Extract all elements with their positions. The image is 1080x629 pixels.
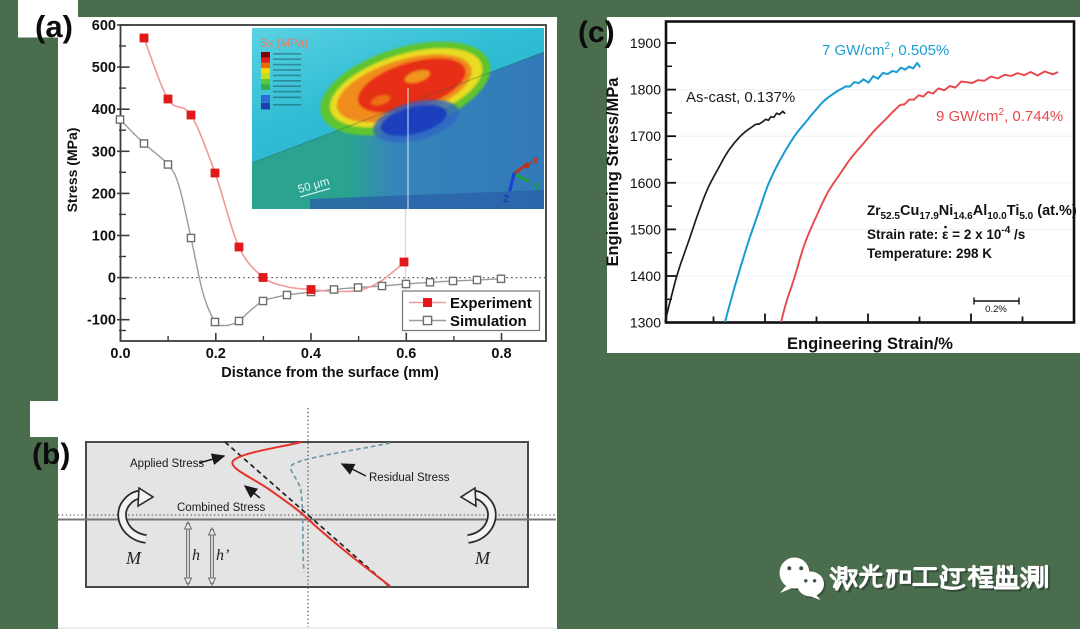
svg-text:Stress (MPa): Stress (MPa) <box>64 128 80 213</box>
svg-text:0: 0 <box>108 271 116 287</box>
svg-text:Sx (MPa): Sx (MPa) <box>260 38 308 50</box>
svg-text:0.8: 0.8 <box>491 346 511 362</box>
svg-text:1500: 1500 <box>630 221 661 237</box>
svg-text:Strain rate: ε = 2 x 10-4 /s: Strain rate: ε = 2 x 10-4 /s <box>867 225 1025 242</box>
svg-text:Temperature: 298 K: Temperature: 298 K <box>867 246 992 261</box>
svg-text:7 GW/cm2, 0.505%: 7 GW/cm2, 0.505% <box>822 41 949 59</box>
svg-text:h’: h’ <box>216 547 229 564</box>
svg-text:1600: 1600 <box>630 175 661 191</box>
svg-text:600: 600 <box>92 18 116 34</box>
svg-text:0.0: 0.0 <box>110 346 130 362</box>
svg-text:Combined Stress: Combined Stress <box>177 502 265 514</box>
svg-text:Distance from the surface (mm): Distance from the surface (mm) <box>221 365 439 381</box>
svg-text:Y: Y <box>533 182 540 193</box>
svg-text:M: M <box>125 548 142 568</box>
svg-text:Experiment: Experiment <box>450 295 532 312</box>
svg-text:(b): (b) <box>32 438 70 471</box>
svg-text:0.2%: 0.2% <box>985 304 1007 315</box>
svg-text:400: 400 <box>92 102 116 118</box>
svg-text:Simulation: Simulation <box>450 313 527 330</box>
svg-text:200: 200 <box>92 186 116 202</box>
svg-text:1900: 1900 <box>630 35 661 51</box>
svg-text:9 GW/cm2, 0.744%: 9 GW/cm2, 0.744% <box>936 107 1063 125</box>
svg-text:100: 100 <box>92 229 116 245</box>
svg-text:500: 500 <box>92 60 116 76</box>
svg-text:Engineering Stress/MPa: Engineering Stress/MPa <box>604 77 622 267</box>
svg-text:0.6: 0.6 <box>396 346 416 362</box>
svg-text:As-cast, 0.137%: As-cast, 0.137% <box>686 89 795 106</box>
svg-text:Z: Z <box>503 194 509 205</box>
svg-text:1400: 1400 <box>630 268 661 284</box>
svg-text:M: M <box>474 548 491 568</box>
svg-text:h: h <box>192 547 200 564</box>
svg-text:Residual Stress: Residual Stress <box>369 472 450 484</box>
svg-text:0.2: 0.2 <box>206 346 226 362</box>
svg-text:-100: -100 <box>87 313 116 329</box>
svg-text:Applied Stress: Applied Stress <box>130 458 204 470</box>
svg-text:1300: 1300 <box>630 315 661 331</box>
svg-text:1700: 1700 <box>630 128 661 144</box>
svg-text:X: X <box>532 156 539 167</box>
svg-text:300: 300 <box>92 144 116 160</box>
svg-text:Engineering Strain/%: Engineering Strain/% <box>787 335 953 353</box>
svg-text:1800: 1800 <box>630 82 661 98</box>
svg-text:0.4: 0.4 <box>301 346 321 362</box>
svg-text:(a): (a) <box>35 9 73 44</box>
svg-text:(c): (c) <box>578 16 615 49</box>
